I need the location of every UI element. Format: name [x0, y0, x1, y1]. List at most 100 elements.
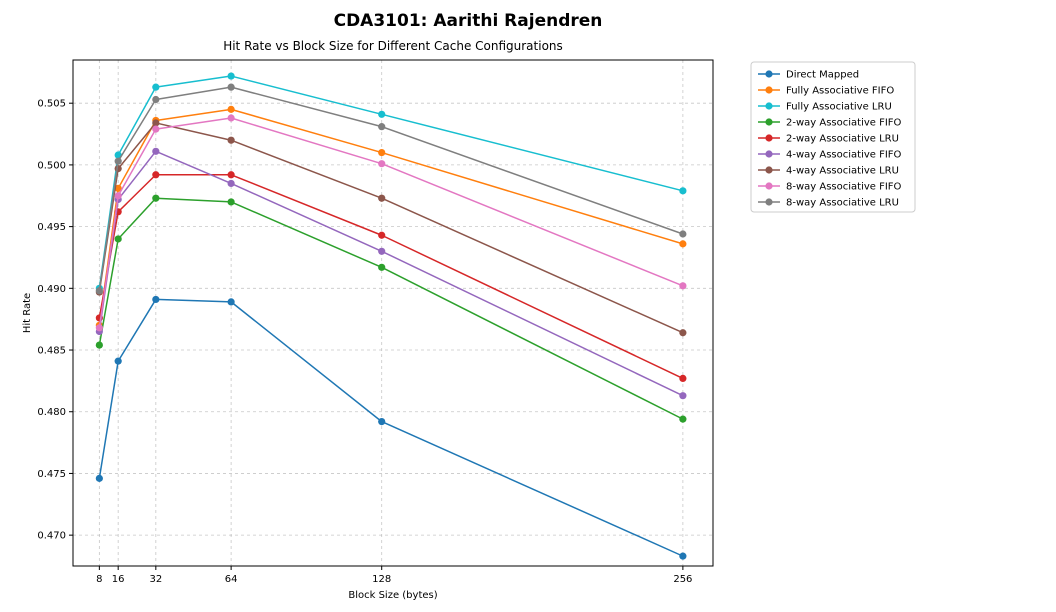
series-line — [98, 122, 684, 334]
data-point — [679, 329, 687, 337]
data-point — [378, 418, 386, 426]
legend-label: Fully Associative LRU — [786, 102, 892, 113]
data-point — [227, 179, 235, 188]
data-point — [152, 83, 160, 91]
data-point — [152, 147, 160, 155]
data-point — [114, 157, 122, 165]
data-point — [378, 148, 386, 157]
series-7 — [95, 114, 687, 332]
data-point — [152, 125, 160, 133]
series-5 — [95, 147, 687, 400]
plot-series — [95, 72, 687, 560]
legend-entry: 4-way Associative LRU — [758, 166, 899, 177]
data-point — [95, 341, 103, 349]
data-point — [95, 324, 103, 332]
x-tick-label: 8 — [96, 574, 102, 585]
legend-swatch-marker — [765, 182, 773, 190]
legend-swatch-marker — [765, 86, 773, 94]
series-line — [98, 197, 684, 420]
series-6 — [95, 119, 687, 337]
series-line — [98, 86, 684, 291]
legend-label: 2-way Associative LRU — [786, 134, 899, 145]
series-line — [98, 298, 684, 557]
data-point — [378, 160, 386, 168]
x-tick-label: 32 — [149, 574, 162, 585]
data-point — [679, 415, 687, 423]
legend-swatch-marker — [765, 102, 773, 110]
y-tick-label: 0.475 — [37, 469, 66, 480]
data-point — [679, 392, 687, 400]
y-tick-label: 0.495 — [37, 222, 66, 233]
data-point — [152, 171, 160, 179]
data-point — [378, 194, 386, 202]
legend-label: 8-way Associative FIFO — [786, 182, 902, 193]
data-point — [227, 171, 235, 179]
data-point — [227, 198, 235, 206]
y-tick-label: 0.470 — [37, 531, 66, 542]
y-axis: 0.470 0.475 0.480 0.485 0.490 0.495 0.500 0.505 — [37, 99, 73, 542]
data-point — [95, 287, 103, 295]
series-line — [98, 174, 684, 380]
series-2 — [95, 72, 687, 292]
x-tick-label: 16 — [112, 574, 125, 585]
y-tick-label: 0.485 — [37, 346, 66, 357]
data-point — [679, 240, 687, 248]
chart-subtitle: Hit Rate vs Block Size for Different Cac… — [223, 39, 563, 53]
data-point — [227, 298, 235, 306]
data-point — [227, 105, 235, 113]
legend-label: Fully Associative FIFO — [786, 86, 894, 97]
y-tick-label: 0.490 — [37, 284, 66, 295]
series-8 — [95, 83, 687, 295]
x-tick-label: 128 — [372, 574, 391, 585]
legend-entry: Fully Associative FIFO — [758, 86, 894, 97]
x-axis: 8 16 32 64 128 256 — [96, 566, 692, 585]
legend-label: 4-way Associative FIFO — [786, 150, 902, 161]
x-tick-label: 256 — [673, 574, 692, 585]
y-tick-label: 0.505 — [37, 99, 66, 110]
legend-entry: Direct Mapped — [758, 70, 859, 81]
legend-box — [750, 61, 916, 213]
data-point — [114, 357, 122, 365]
data-point — [152, 95, 160, 104]
data-point — [95, 474, 103, 482]
data-point — [378, 110, 386, 118]
legend-label: Direct Mapped — [786, 70, 859, 81]
series-line — [98, 117, 684, 328]
x-tick-label: 64 — [225, 574, 238, 585]
x-axis-label: Block Size (bytes) — [348, 590, 437, 601]
series-3 — [95, 194, 687, 423]
legend: Direct Mapped Fully Associative FIFO Fully… — [750, 61, 916, 213]
data-point — [114, 192, 122, 200]
legend-swatch-marker — [765, 150, 773, 158]
y-tick-label: 0.500 — [37, 160, 66, 171]
legend-swatch-marker — [765, 70, 773, 78]
legend-swatch-marker — [765, 198, 773, 206]
legend-entry: 8-way Associative LRU — [758, 198, 899, 209]
y-axis-label: Hit Rate — [22, 293, 33, 333]
legend-entry: 8-way Associative FIFO — [758, 182, 902, 193]
chart-title: CDA3101: Aarithi Rajendren — [334, 11, 603, 31]
data-point — [152, 295, 160, 304]
grid-lines — [73, 60, 713, 566]
data-point — [679, 552, 687, 560]
legend-label: 4-way Associative LRU — [786, 166, 899, 177]
data-point — [152, 119, 160, 127]
data-point — [679, 187, 687, 195]
data-point — [227, 83, 235, 91]
legend-entry: Fully Associative LRU — [758, 102, 892, 113]
data-point — [378, 247, 386, 255]
data-point — [152, 194, 160, 202]
data-point — [679, 374, 687, 383]
data-point — [378, 263, 386, 271]
data-point — [227, 136, 235, 144]
series-line — [98, 75, 684, 289]
series-0 — [95, 295, 687, 560]
data-point — [378, 123, 386, 131]
legend-entry: 4-way Associative FIFO — [758, 150, 902, 161]
legend-entry: 2-way Associative FIFO — [758, 118, 902, 129]
legend-entry: 2-way Associative LRU — [758, 134, 899, 145]
data-point — [227, 114, 235, 122]
legend-label: 8-way Associative LRU — [786, 198, 899, 209]
data-point — [114, 235, 122, 243]
